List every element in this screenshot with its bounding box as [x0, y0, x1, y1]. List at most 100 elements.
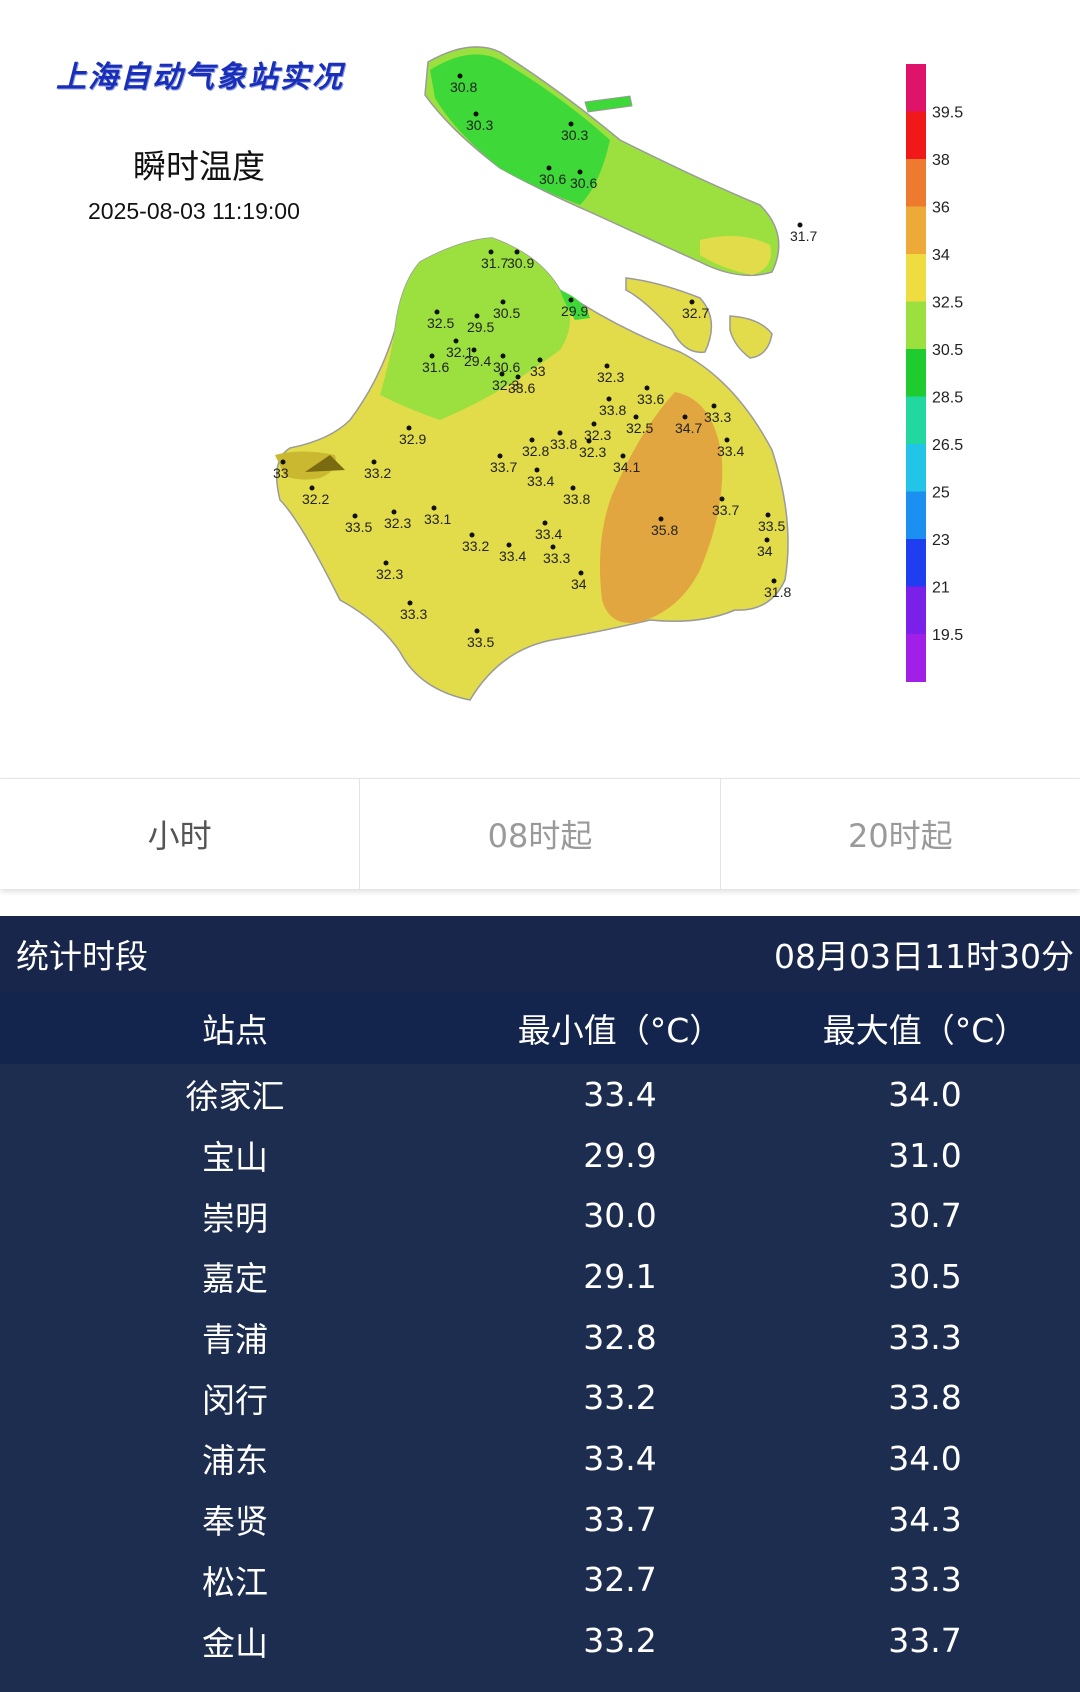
legend-label: 19.5 [932, 627, 963, 644]
table-row: 闵行 33.2 33.8 [0, 1367, 1080, 1428]
station-dot [391, 509, 397, 515]
station-name: 青浦 [202, 1320, 268, 1360]
period-value: 08月03日11时30分 [774, 937, 1074, 976]
station-dot [658, 516, 664, 522]
station-dot [499, 371, 505, 377]
station-value: 32.3 [579, 444, 606, 460]
tab-from-20[interactable]: 20时起 [847, 817, 953, 855]
station-dot [764, 537, 770, 543]
station-dot [546, 165, 552, 171]
station-dot [557, 430, 563, 436]
max-value: 33.8 [888, 1378, 962, 1418]
legend-label: 23 [932, 532, 950, 549]
legend-swatch [906, 539, 926, 587]
max-value: 30.5 [888, 1256, 962, 1296]
station-value: 33.8 [599, 402, 626, 418]
station-dot [383, 560, 389, 566]
station-dot [711, 403, 717, 409]
station-value: 32.3 [584, 427, 611, 443]
station-dot [689, 299, 695, 305]
mainland-west-edge [305, 455, 345, 472]
table-row: 崇明 30.0 30.7 [0, 1185, 1080, 1246]
max-value: 33.7 [888, 1621, 962, 1661]
station-name: 徐家汇 [185, 1077, 285, 1117]
station-dot [568, 297, 574, 303]
station-dot [591, 421, 597, 427]
min-value: 32.7 [583, 1560, 657, 1600]
station-value: 33.7 [490, 459, 517, 475]
max-value: 34.3 [888, 1499, 962, 1539]
legend-label: 26.5 [932, 437, 963, 454]
map-subtitle: 瞬时温度 [133, 147, 265, 186]
legend-label: 32.5 [932, 295, 963, 312]
max-value: 33.3 [888, 1317, 962, 1357]
station-dot [474, 628, 480, 634]
station-value: 33.4 [499, 548, 526, 564]
legend-swatch [906, 396, 926, 445]
table-row: 嘉定 29.1 30.5 [0, 1246, 1080, 1307]
station-dot [469, 532, 475, 538]
station-dot [578, 570, 584, 576]
legend-label: 25 [932, 485, 950, 502]
station-value: 33.3 [543, 550, 570, 566]
station-value: 33 [530, 363, 546, 379]
legend-swatch [906, 254, 926, 302]
station-dot [309, 485, 315, 491]
station-value: 33.5 [345, 519, 372, 535]
station-dot [550, 544, 556, 550]
station-value: 33.8 [563, 491, 590, 507]
station-dot [586, 438, 592, 444]
station-value: 32.1 [446, 344, 473, 360]
station-value: 33.6 [508, 380, 535, 396]
station-value: 29.4 [464, 353, 491, 369]
station-dot [620, 453, 626, 459]
station-value: 32.7 [682, 305, 709, 321]
weather-stations: 30.830.330.330.6 30.631.731.730.930.5 29.9… [273, 73, 817, 650]
station-value: 33.3 [400, 606, 427, 622]
min-value: 29.1 [583, 1256, 657, 1296]
station-value: 33.5 [467, 634, 494, 650]
station-value: 30.9 [507, 255, 534, 271]
station-value: 31.8 [764, 584, 791, 600]
tab-from-08[interactable]: 08时起 [360, 779, 721, 889]
station-dot [280, 459, 286, 465]
station-value: 33.4 [535, 526, 562, 542]
station-value: 33.8 [550, 436, 577, 452]
statistics-table: 统计时段 08月03日11时30分 站点 最小值（°C） 最大值（°C） 徐家汇… [0, 916, 1080, 1692]
chongming-east-tip [700, 236, 771, 275]
station-dot [406, 425, 412, 431]
station-value: 32.5 [427, 315, 454, 331]
table-row: 宝山 29.9 31.0 [0, 1125, 1080, 1186]
legend-swatch [906, 111, 926, 160]
max-value: 34.0 [888, 1438, 962, 1478]
mainland-west-zone [275, 451, 336, 480]
station-dot [765, 512, 771, 518]
hengsha-island [729, 315, 773, 359]
station-value: 33.2 [364, 465, 391, 481]
legend-swatch [906, 349, 926, 397]
period-label: 统计时段 [16, 937, 148, 976]
station-value: 34 [571, 576, 587, 592]
station-value: 30.6 [493, 359, 520, 375]
legend-label: 36 [932, 200, 950, 217]
station-name: 浦东 [202, 1441, 268, 1481]
station-dot [429, 353, 435, 359]
station-value: 30.3 [561, 127, 588, 143]
map-timestamp: 2025-08-03 11:19:00 [88, 198, 300, 224]
station-dot [542, 520, 548, 526]
tab-hourly[interactable]: 小时 [0, 779, 361, 889]
station-value: 30.6 [570, 175, 597, 191]
station-value: 29.9 [561, 303, 588, 319]
station-value: 30.3 [466, 117, 493, 133]
station-dot [457, 73, 463, 79]
max-value: 33.3 [888, 1560, 962, 1600]
station-dot [719, 496, 725, 502]
station-dot [434, 309, 440, 315]
legend-label: 34 [932, 247, 950, 264]
min-value: 33.4 [583, 1074, 657, 1114]
station-dot [633, 414, 639, 420]
station-value: 33.5 [758, 518, 785, 534]
station-dot [682, 414, 688, 420]
station-value: 30.6 [539, 171, 566, 187]
station-dot [570, 485, 576, 491]
